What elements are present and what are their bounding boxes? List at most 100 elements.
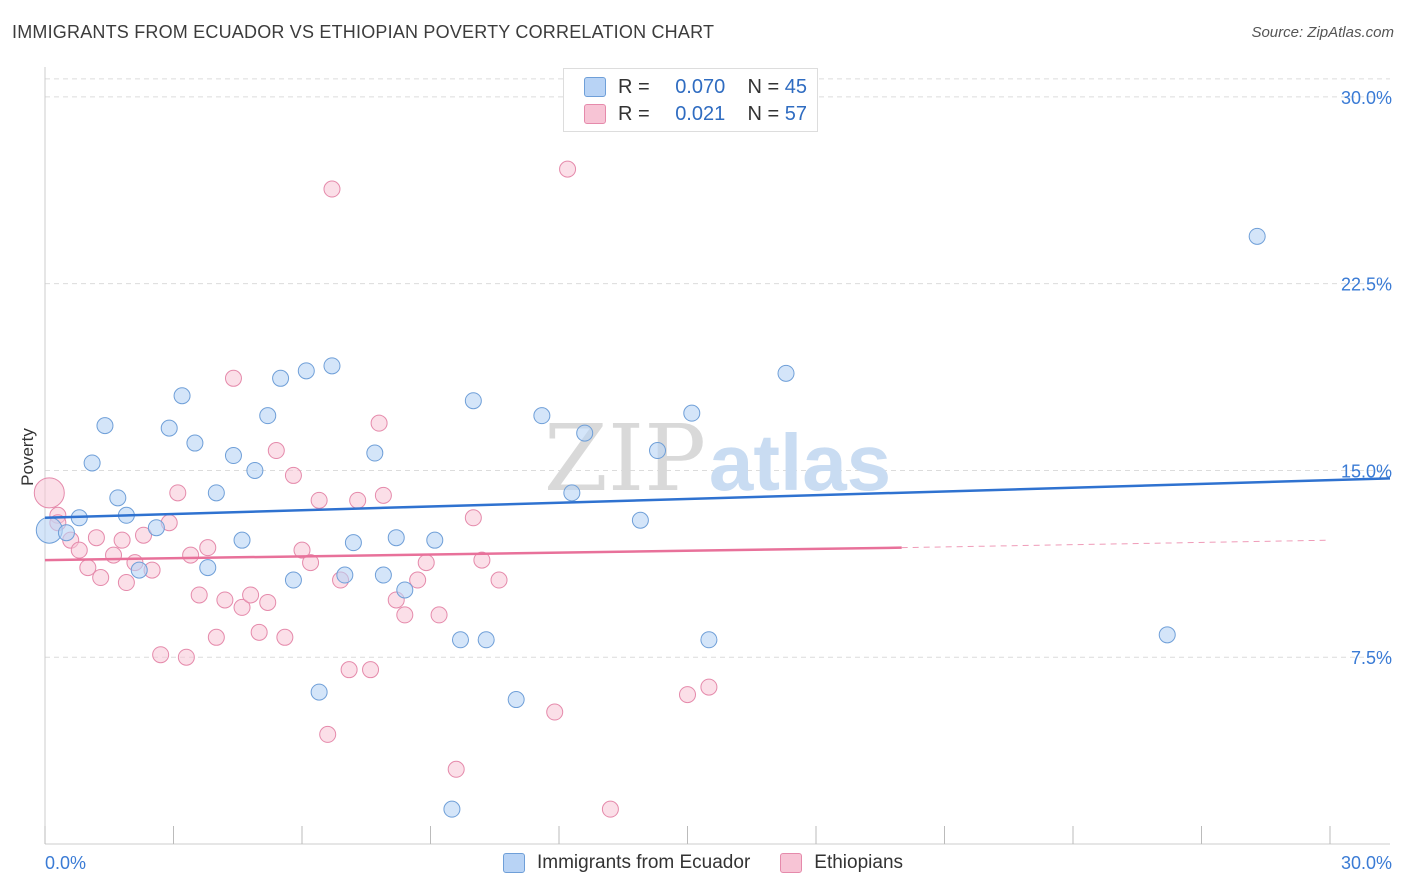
trend-line-ecuador (44, 477, 1391, 520)
data-point-ethiopians (224, 369, 242, 387)
tick-labels: 7.5% 15.0% 22.5% 30.0% 0.0% 30.0% (45, 88, 1392, 873)
trend-line-ethiopians-extension (901, 539, 1331, 549)
ecuador-swatch (502, 853, 525, 873)
legend-item-ethiopians[interactable]: Ethiopians (780, 852, 903, 874)
n-label: N = (747, 102, 780, 125)
data-point-ethiopians (370, 414, 388, 432)
data-point-ecuador (259, 407, 277, 425)
y-axis-label: Poverty (18, 428, 37, 486)
data-point-ecuador (310, 683, 328, 701)
data-point-ecuador (777, 364, 795, 382)
data-point-ecuador (374, 566, 392, 584)
data-point-ethiopians (349, 491, 367, 509)
data-point-ethiopians (182, 546, 200, 564)
legend-label: Immigrants from Ecuador (536, 852, 751, 873)
ethiopians-swatch (584, 104, 606, 124)
data-point-ethiopians (546, 703, 564, 721)
data-point-ecuador (207, 484, 225, 502)
data-point-ethiopians (679, 686, 696, 704)
y-tick-label: 30.0% (1341, 88, 1392, 108)
data-point-ethiopians (559, 160, 577, 178)
series-ecuador (35, 227, 1266, 818)
data-point-ecuador (173, 387, 191, 405)
legend-item-ecuador[interactable]: Immigrants from Ecuador (502, 852, 751, 874)
data-point-ecuador (57, 524, 75, 542)
data-point-ecuador (130, 561, 148, 579)
data-point-ecuador (272, 369, 290, 387)
data-point-ecuador (246, 461, 264, 479)
data-point-ecuador (533, 407, 551, 425)
data-point-ethiopians (340, 661, 358, 679)
r-label: R = (618, 102, 650, 125)
data-point-ethiopians (92, 569, 110, 587)
data-point-ecuador (284, 571, 302, 589)
data-point-ecuador (443, 800, 461, 818)
data-point-ecuador (563, 484, 581, 502)
trend-lines (44, 477, 1391, 562)
x-tick-label: 30.0% (1341, 853, 1392, 873)
data-point-ecuador (396, 581, 414, 599)
data-point-ethiopians (374, 486, 392, 504)
data-point-ethiopians (216, 591, 234, 609)
data-point-ethiopians (323, 180, 341, 198)
data-point-ethiopians (284, 466, 302, 484)
data-point-ecuador (344, 534, 362, 552)
watermark-atlas: atlas (709, 418, 891, 507)
stats-legend: R = 0.070 N = 45 R = 0.021 N = 57 (563, 68, 818, 132)
ethiopians-swatch (780, 853, 803, 873)
r-value: 0.070 (675, 75, 726, 98)
data-point-ethiopians (473, 551, 491, 569)
data-point-ecuador (199, 559, 217, 577)
data-point-ethiopians (302, 554, 320, 572)
data-point-ethiopians (199, 539, 217, 557)
x-tick-label: 0.0% (45, 853, 86, 873)
data-point-ecuador (631, 511, 649, 529)
grid-lines (45, 78, 1390, 658)
data-point-ecuador (576, 424, 594, 442)
data-point-ethiopians (276, 628, 294, 646)
data-point-ethiopians (190, 586, 208, 604)
n-value: 57 (784, 102, 807, 125)
chart-title: IMMIGRANTS FROM ECUADOR VS ETHIOPIAN POV… (12, 22, 715, 42)
data-point-ethiopians (233, 598, 251, 616)
data-point-ecuador (109, 489, 127, 507)
data-point-ethiopians (417, 554, 435, 572)
y-tick-label: 22.5% (1341, 275, 1392, 295)
data-point-ecuador (1158, 626, 1176, 644)
data-point-ethiopians (169, 484, 187, 502)
data-point-ecuador (649, 442, 667, 460)
data-point-ethiopians (430, 606, 448, 624)
data-point-ecuador (224, 447, 242, 465)
data-point-ecuador (507, 691, 525, 709)
data-point-ecuador (700, 631, 718, 649)
data-point-ethiopians (207, 628, 225, 646)
data-point-ethiopians (310, 491, 328, 509)
data-point-ecuador (147, 519, 165, 537)
data-point-ecuador (683, 404, 701, 422)
data-point-ethiopians (113, 531, 131, 549)
stats-row-ethiopians: R = 0.021 N = 57 (584, 101, 807, 127)
data-point-ethiopians (601, 800, 619, 818)
watermark: ZIP atlas (544, 405, 891, 512)
n-label: N = (747, 75, 780, 98)
data-point-ecuador (233, 531, 251, 549)
axes (44, 67, 1390, 845)
source-label: Source: ZipAtlas.com (1251, 24, 1394, 41)
data-point-ethiopians (259, 593, 277, 611)
data-point-ecuador (464, 392, 482, 410)
series-legend: Immigrants from Ecuador Ethiopians (0, 852, 1406, 874)
data-point-ecuador (336, 566, 354, 584)
legend-label: Ethiopians (814, 852, 904, 873)
data-point-ethiopians (396, 606, 414, 624)
data-point-ethiopians (464, 509, 482, 527)
data-point-ecuador (160, 419, 178, 437)
trend-line-ethiopians (44, 546, 902, 562)
data-point-ethiopians (447, 760, 465, 778)
data-point-ethiopians (293, 541, 311, 559)
data-point-ethiopians (267, 442, 285, 460)
data-point-ethiopians (490, 571, 508, 589)
data-point-ecuador (1248, 227, 1266, 245)
data-point-ecuador (83, 454, 101, 472)
data-point-ethiopians (362, 661, 380, 679)
